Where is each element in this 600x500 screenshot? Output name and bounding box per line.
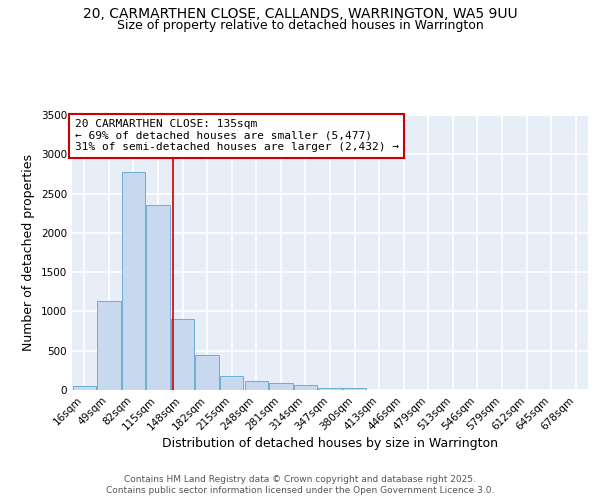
Bar [146, 206, 170, 390]
Bar [196, 354, 219, 390]
Text: 20 CARMARTHEN CLOSE: 135sqm
← 69% of detached houses are smaller (5,477)
31% of : 20 CARMARTHEN CLOSE: 135sqm ← 69% of det… [74, 119, 398, 152]
Bar [220, 376, 244, 390]
Bar [319, 388, 341, 390]
Y-axis label: Number of detached properties: Number of detached properties [22, 154, 35, 351]
Bar [73, 386, 96, 390]
Text: Contains HM Land Registry data © Crown copyright and database right 2025.: Contains HM Land Registry data © Crown c… [124, 475, 476, 484]
Bar [269, 383, 293, 390]
Text: 20, CARMARTHEN CLOSE, CALLANDS, WARRINGTON, WA5 9UU: 20, CARMARTHEN CLOSE, CALLANDS, WARRINGT… [83, 8, 517, 22]
Bar [122, 172, 145, 390]
Bar [294, 386, 317, 390]
Bar [97, 301, 121, 390]
Text: Contains public sector information licensed under the Open Government Licence 3.: Contains public sector information licen… [106, 486, 494, 495]
Text: Size of property relative to detached houses in Warrington: Size of property relative to detached ho… [116, 18, 484, 32]
X-axis label: Distribution of detached houses by size in Warrington: Distribution of detached houses by size … [162, 438, 498, 450]
Bar [343, 388, 366, 390]
Bar [245, 382, 268, 390]
Bar [171, 320, 194, 390]
